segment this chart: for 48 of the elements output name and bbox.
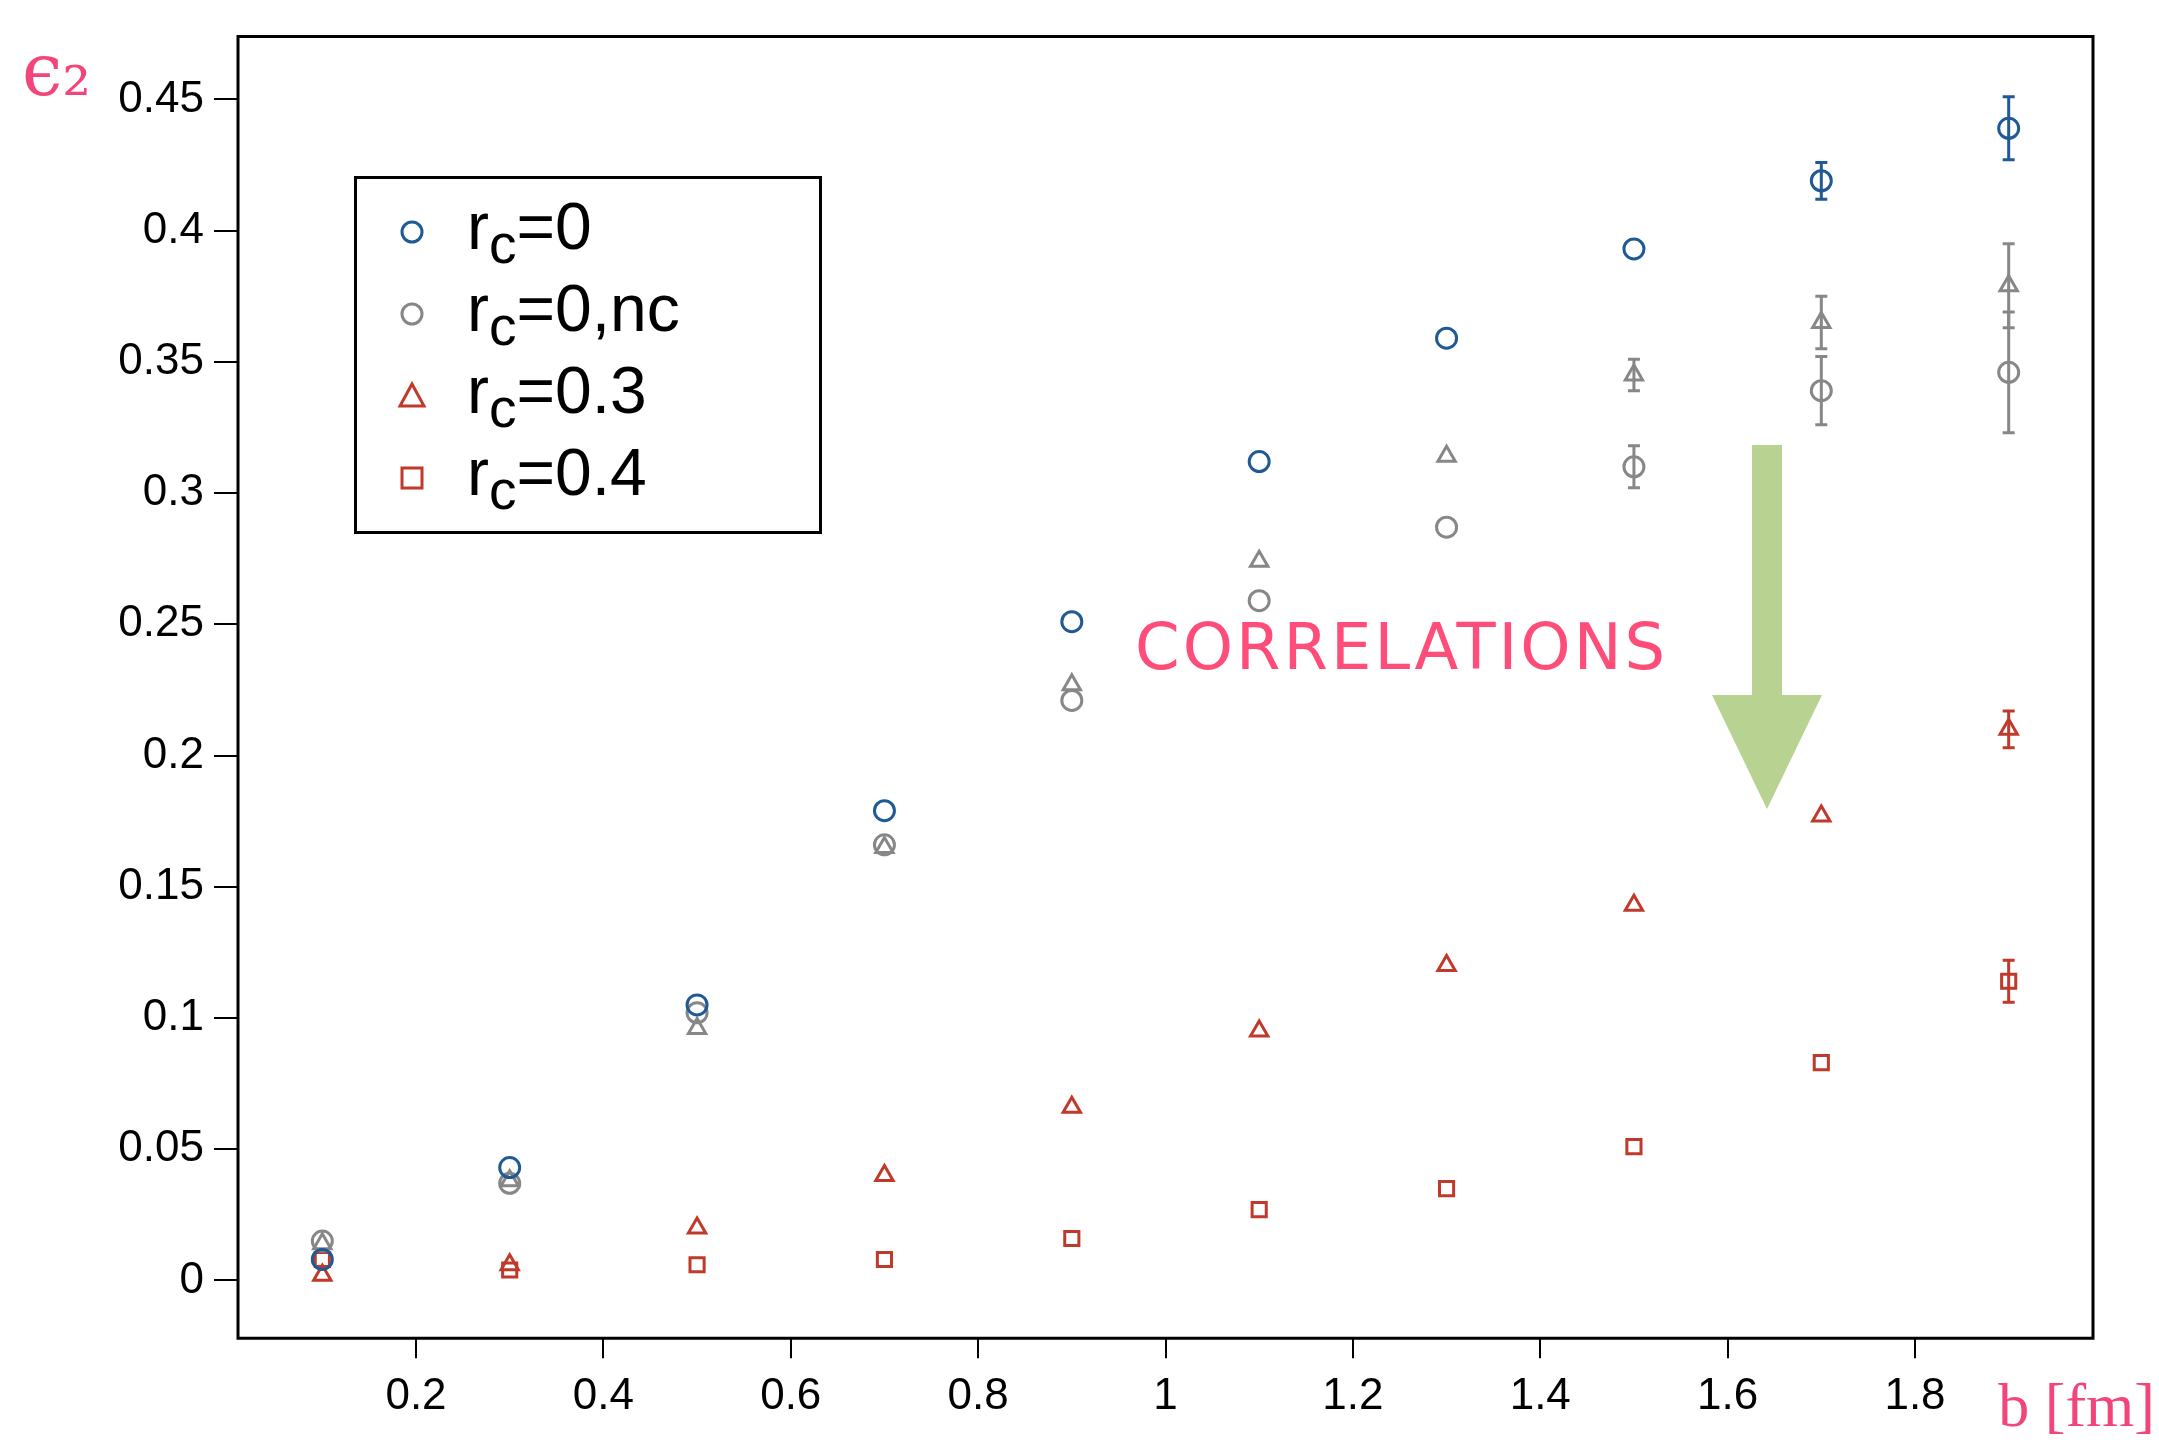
x-tick-label: 1.2	[1322, 1368, 1384, 1418]
y-tick-label: 0.15	[118, 858, 204, 908]
point	[1997, 360, 2021, 384]
y-axis-title: ϵ₂	[22, 28, 92, 112]
point	[1437, 1180, 1456, 1198]
point	[1809, 169, 1833, 193]
x-tick-label: 1	[1153, 1368, 1178, 1418]
x-tick-label: 1.6	[1697, 1368, 1759, 1418]
y-tick-label: 0.4	[142, 202, 204, 252]
point	[1247, 589, 1271, 613]
point	[1622, 455, 1646, 479]
y-tick-label: 0.45	[118, 71, 204, 121]
point	[1622, 237, 1646, 261]
point	[499, 1253, 520, 1272]
point	[1436, 954, 1457, 973]
point	[1060, 688, 1084, 712]
annotation: CORRELATIONS	[1135, 610, 1669, 684]
y-tick-label: 0.3	[142, 465, 204, 515]
point	[1809, 379, 1833, 403]
point	[1625, 1138, 1643, 1156]
x-tick-label: 1.4	[1509, 1368, 1571, 1418]
point	[688, 1256, 706, 1274]
point	[1435, 515, 1459, 539]
y-tick-label: 0.25	[118, 596, 204, 646]
x-tick-label: 0.2	[385, 1368, 447, 1418]
point	[1063, 1229, 1081, 1248]
y-tick-label: 0.35	[118, 333, 204, 383]
point	[685, 993, 709, 1017]
point	[875, 1250, 894, 1269]
point	[1997, 116, 2021, 140]
point	[1812, 1054, 1830, 1072]
point	[499, 1169, 520, 1188]
x-tick-label: 0.6	[760, 1368, 822, 1418]
x-tick-label: 0.4	[572, 1368, 634, 1418]
point	[2000, 972, 2018, 990]
x-tick-label: 1.8	[1884, 1368, 1946, 1418]
point	[498, 1156, 522, 1180]
point	[872, 799, 896, 823]
y-tick-label: 0	[179, 1252, 204, 1302]
point	[1060, 610, 1084, 634]
y-tick-label: 0.05	[118, 1121, 204, 1171]
point	[1247, 450, 1271, 474]
y-tick-label: 0.2	[142, 727, 204, 777]
y-tick-label: 0.1	[142, 990, 204, 1040]
x-axis-title: b [fm]	[1998, 1370, 2155, 1441]
point	[1435, 326, 1459, 350]
x-tick-label: 0.8	[947, 1368, 1009, 1418]
point	[1250, 1201, 1268, 1219]
